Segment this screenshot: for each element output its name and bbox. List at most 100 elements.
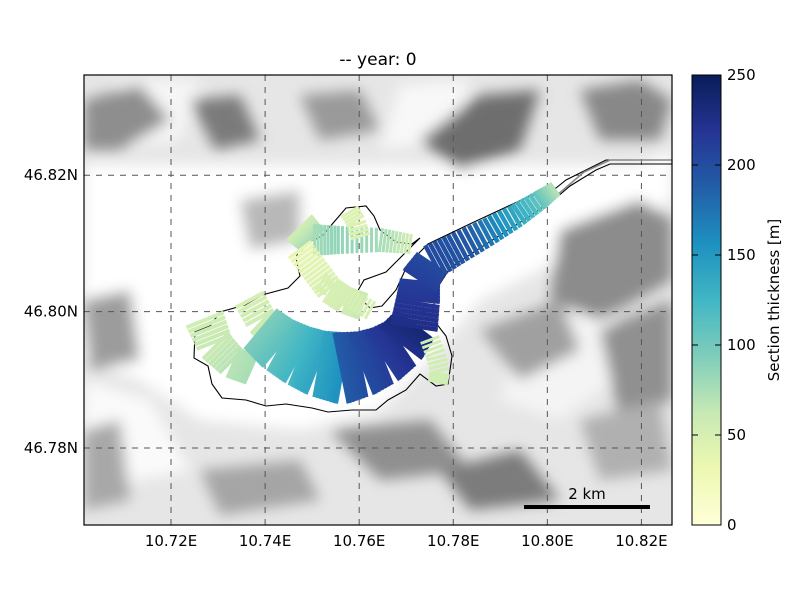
flowline-section	[482, 217, 500, 244]
flowline-section	[363, 328, 391, 388]
flowline-section	[389, 320, 439, 332]
flowline-section	[379, 323, 425, 360]
flowline-section	[248, 312, 287, 357]
flowline-section	[395, 298, 440, 310]
y-tick-label: 46.80N	[24, 303, 78, 321]
flowline-section	[496, 209, 514, 235]
flowline-section	[327, 281, 346, 307]
flowline-section	[429, 370, 450, 378]
flowline-section	[287, 240, 313, 260]
glacier-outline-path	[193, 159, 673, 413]
flowline-section	[239, 299, 270, 319]
flowline-section	[347, 223, 368, 233]
flowline-section	[388, 230, 395, 253]
flowline-section	[336, 332, 355, 403]
flowline-section	[251, 314, 290, 360]
flowline-section	[352, 294, 365, 313]
flowline-section	[348, 227, 369, 237]
flowline-section	[446, 233, 466, 265]
flowline-section	[506, 205, 523, 229]
flowline-section	[402, 266, 439, 293]
flowline-section	[193, 328, 231, 347]
flowline-section	[234, 290, 266, 310]
flowline-section	[423, 244, 445, 278]
flowline-section	[332, 332, 352, 404]
hillshade-background	[84, 75, 672, 525]
flowline-section	[242, 303, 273, 323]
flowline-section	[189, 319, 228, 338]
flowline-section	[339, 331, 359, 402]
flowline-section	[392, 230, 399, 254]
flowline-section	[287, 215, 316, 244]
x-tick-label: 10.78E	[427, 532, 479, 550]
flowline-section	[287, 326, 316, 387]
flowline-section	[296, 329, 326, 392]
flowline-section	[355, 330, 384, 392]
colorbar-ticks: 0 50 100 150 200 250	[692, 66, 756, 534]
plot-title: -- year: 0	[339, 50, 417, 70]
flowline-section	[295, 250, 321, 271]
flowline-section	[237, 294, 268, 314]
flowline-section	[395, 295, 441, 304]
flowline-section	[527, 193, 544, 213]
flowline-section	[344, 289, 357, 309]
scale-bar-label: 2 km	[568, 485, 606, 503]
colorbar-tick-label: 200	[727, 156, 756, 174]
glacier-outline-tongue	[555, 159, 672, 197]
flowline-section	[441, 235, 462, 268]
flowline-section	[275, 324, 309, 380]
flowline-section	[423, 343, 444, 354]
flowline-section	[461, 226, 480, 256]
glacier-outline	[193, 159, 673, 413]
colorbar-gradient	[691, 74, 722, 526]
flowline-section	[185, 310, 225, 330]
flowline-section	[396, 291, 441, 301]
flowline-section	[368, 327, 405, 379]
flowline-section	[381, 228, 388, 253]
flowline-section	[345, 214, 365, 228]
flowline-section	[319, 274, 333, 294]
colorbar-tick-label: 0	[727, 516, 737, 534]
flowline-section	[420, 335, 440, 345]
flowline-section	[359, 298, 373, 318]
flowline-section	[539, 186, 554, 204]
flowline-section	[243, 308, 281, 352]
flowline-section	[428, 373, 450, 380]
flowline-section	[290, 243, 315, 264]
flowline-section	[315, 330, 333, 399]
flowline-section	[523, 195, 540, 216]
flowline-section	[385, 229, 392, 253]
flowline-section	[303, 261, 328, 281]
flowline-section	[377, 228, 384, 253]
flowline-section	[269, 321, 302, 375]
flowline-section	[519, 198, 536, 219]
flowline-section	[407, 233, 413, 255]
flowline-section	[228, 348, 246, 380]
flowline-section	[348, 291, 361, 311]
flowline-section	[322, 276, 336, 296]
flowline-section	[427, 357, 448, 366]
flowline-section	[487, 214, 505, 241]
flowline-section	[364, 328, 403, 382]
flowline-section	[428, 362, 449, 371]
flowline-section	[286, 214, 314, 242]
x-tick-label: 10.80E	[521, 532, 573, 550]
flowline-section	[278, 325, 313, 382]
flowline-section	[232, 350, 249, 382]
flowline-section	[398, 285, 441, 294]
flowline-section	[392, 307, 440, 319]
flowline-section	[291, 219, 318, 246]
flowline-section	[348, 332, 378, 396]
flowline-section	[426, 353, 447, 362]
flowline-section	[472, 221, 490, 250]
flowline-section	[340, 287, 354, 307]
flowline-section	[394, 302, 440, 314]
flowline-section	[534, 189, 550, 208]
flowline-section	[451, 231, 470, 262]
flowline-section	[242, 355, 258, 385]
colorbar-tick-label: 150	[727, 246, 756, 264]
flowline-section	[326, 279, 340, 298]
colorbar-tick-label: 50	[727, 426, 746, 444]
flowline-section	[542, 185, 557, 202]
